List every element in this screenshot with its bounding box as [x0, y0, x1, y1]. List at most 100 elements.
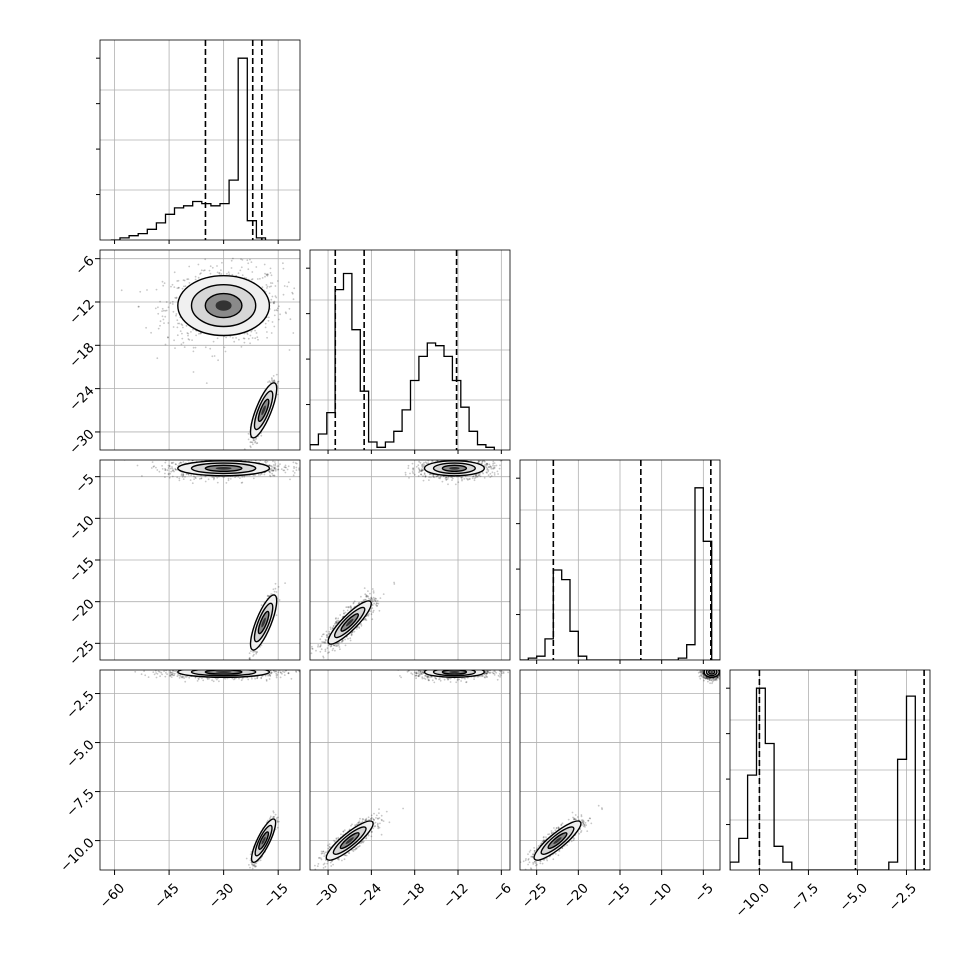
sample-point: [304, 305, 306, 307]
sample-point: [271, 466, 273, 468]
sample-point: [136, 464, 139, 467]
sample-point: [421, 464, 424, 467]
sample-point: [194, 346, 197, 349]
sample-point: [277, 468, 280, 471]
sample-point: [155, 466, 157, 469]
sample-point: [225, 336, 227, 339]
sample-point: [270, 274, 273, 277]
sample-point: [365, 595, 368, 598]
sample-point: [167, 467, 170, 469]
sample-point: [358, 601, 361, 604]
sample-point: [161, 315, 164, 318]
density-contour: [449, 467, 460, 470]
sample-point: [256, 442, 259, 444]
histogram-bars: [110, 57, 267, 240]
sample-point: [181, 332, 183, 335]
sample-point: [293, 467, 295, 469]
sample-point: [159, 320, 162, 323]
histogram-bars: [730, 687, 930, 870]
scatter-panel: [99, 456, 307, 665]
sample-point: [253, 653, 255, 656]
sample-point: [274, 463, 277, 465]
sample-point: [284, 466, 287, 469]
sample-point: [461, 476, 464, 478]
sample-point: [439, 476, 442, 479]
sample-point: [210, 456, 212, 458]
sample-point: [486, 471, 488, 474]
sample-point: [178, 477, 181, 480]
sample-point: [254, 441, 256, 444]
sample-point: [251, 441, 254, 444]
sample-point: [241, 476, 244, 478]
sample-point: [265, 284, 268, 286]
sample-point: [167, 322, 170, 324]
sample-point: [150, 331, 152, 334]
sample-point: [217, 359, 219, 362]
sample-point: [235, 337, 238, 339]
sample-point: [335, 621, 337, 623]
sample-point: [247, 432, 250, 435]
sample-point: [278, 305, 280, 308]
sample-point: [493, 474, 496, 476]
sample-point: [445, 479, 448, 481]
sample-point: [441, 480, 444, 483]
sample-point: [424, 461, 427, 464]
sample-point: [474, 477, 476, 480]
sample-point: [163, 322, 165, 324]
sample-point: [172, 326, 175, 328]
sample-point: [236, 458, 238, 460]
sample-point: [207, 478, 210, 481]
sample-point: [198, 478, 201, 480]
sample-point: [439, 477, 441, 480]
sample-point: [492, 460, 495, 463]
sample-point: [194, 278, 197, 281]
sample-point: [480, 462, 483, 465]
sample-point: [173, 271, 176, 274]
sample-point: [473, 479, 476, 482]
sample-point: [218, 272, 220, 275]
sample-point: [489, 466, 492, 468]
sample-point: [168, 476, 171, 479]
sample-point: [174, 468, 177, 471]
sample-point: [266, 274, 269, 277]
sample-point: [295, 466, 298, 469]
sample-point: [207, 457, 209, 459]
sample-point: [200, 269, 203, 272]
sample-point: [460, 454, 462, 456]
sample-point: [370, 597, 372, 600]
sample-point: [269, 471, 271, 474]
sample-point: [241, 481, 244, 484]
sample-point: [247, 262, 250, 265]
sample-point: [278, 318, 280, 321]
sample-point: [461, 478, 463, 481]
sample-point: [358, 627, 361, 629]
sample-point: [272, 375, 275, 377]
sample-point: [370, 596, 373, 599]
sample-point: [298, 469, 300, 471]
sample-point: [157, 312, 160, 315]
sample-point: [420, 468, 423, 470]
sample-point: [256, 336, 259, 339]
sample-point: [418, 460, 420, 463]
sample-point: [420, 473, 423, 476]
sample-point: [305, 468, 307, 470]
sample-point: [337, 619, 340, 622]
sample-point: [183, 346, 186, 348]
sample-point: [205, 382, 208, 384]
sample-point: [252, 663, 254, 665]
scatter-panel: [309, 454, 511, 661]
sample-point: [487, 458, 489, 460]
sample-point: [194, 275, 197, 278]
sample-point: [493, 465, 496, 467]
sample-point: [269, 301, 272, 304]
sample-point: [185, 473, 188, 476]
sample-point: [252, 651, 255, 653]
sample-point: [468, 478, 471, 480]
sample-point: [249, 342, 252, 345]
sample-point: [284, 311, 287, 314]
sample-point: [293, 472, 296, 474]
sample-point: [204, 480, 207, 483]
sample-point: [362, 599, 365, 601]
sample-point: [194, 477, 197, 480]
sample-point: [311, 647, 314, 650]
